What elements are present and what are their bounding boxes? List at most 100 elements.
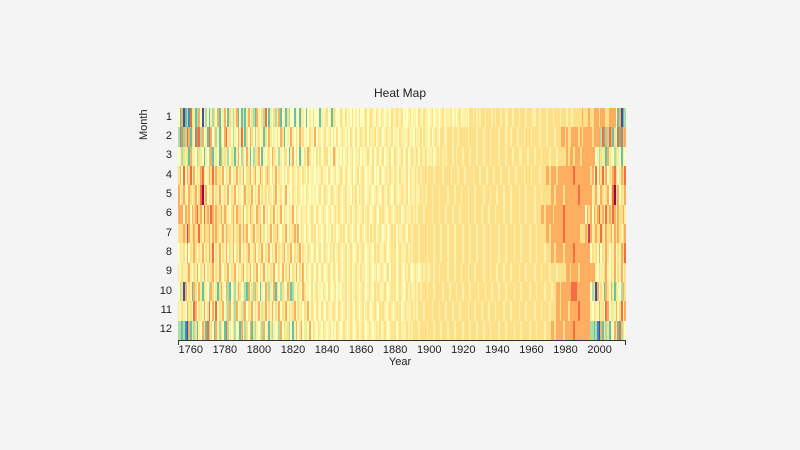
heatmap-cell bbox=[593, 127, 596, 148]
heatmap-cell bbox=[370, 224, 373, 244]
heatmap-cell bbox=[421, 166, 424, 186]
heatmap-cell bbox=[457, 262, 460, 283]
heatmap-cell bbox=[196, 224, 199, 244]
heatmap-cell bbox=[508, 108, 511, 128]
heatmap-cell bbox=[346, 185, 349, 206]
heatmap-cell bbox=[407, 127, 410, 148]
heatmap-cell bbox=[334, 320, 337, 341]
heatmap-cell bbox=[620, 108, 623, 128]
heatmap-cell bbox=[491, 224, 494, 244]
heatmap-cell bbox=[596, 185, 599, 206]
heatmap-cell bbox=[579, 146, 582, 167]
heatmap-cell bbox=[447, 146, 449, 167]
heatmap-cell bbox=[453, 301, 456, 322]
heatmap-cell bbox=[532, 282, 534, 302]
heatmap-cell bbox=[477, 108, 480, 128]
heatmap-cell bbox=[513, 204, 516, 225]
heatmap-cell bbox=[576, 108, 579, 128]
heatmap-cell bbox=[479, 224, 482, 244]
heatmap-cell bbox=[528, 282, 531, 302]
heatmap-cell bbox=[276, 146, 279, 167]
heatmap-cell bbox=[484, 127, 487, 148]
heatmap-cell bbox=[229, 127, 231, 148]
heatmap-cell bbox=[334, 185, 337, 206]
heatmap-cell bbox=[346, 282, 349, 302]
heatmap-cell bbox=[232, 108, 235, 128]
heatmap-cell bbox=[571, 301, 574, 322]
heatmap-cell bbox=[479, 282, 482, 302]
heatmap-cell bbox=[343, 320, 345, 341]
heatmap-cell bbox=[223, 166, 226, 186]
heatmap-cell bbox=[409, 108, 412, 128]
heatmap-cell bbox=[241, 262, 243, 283]
heatmap-cell bbox=[569, 166, 572, 186]
heatmap-cell bbox=[275, 127, 277, 148]
heatmap-cell bbox=[501, 185, 504, 206]
heatmap-cell bbox=[203, 282, 206, 302]
heatmap-cell bbox=[394, 301, 396, 322]
heatmap-cell bbox=[545, 243, 548, 264]
heatmap-cell bbox=[459, 320, 461, 341]
heatmap-cell bbox=[280, 185, 282, 206]
heatmap-cell bbox=[324, 146, 327, 167]
heatmap-cell bbox=[583, 185, 586, 206]
heatmap-cell bbox=[436, 185, 439, 206]
heatmap-cell bbox=[307, 282, 310, 302]
heatmap-cell bbox=[200, 243, 202, 264]
heatmap-cell bbox=[266, 224, 269, 244]
heatmap-cell bbox=[179, 282, 182, 302]
heatmap-cell bbox=[401, 127, 403, 148]
heatmap-cell bbox=[549, 127, 551, 148]
heatmap-cell bbox=[203, 243, 206, 264]
heatmap-cell bbox=[280, 166, 282, 186]
heatmap-cell bbox=[241, 224, 243, 244]
heatmap-cell bbox=[421, 204, 424, 225]
heatmap-cell bbox=[459, 282, 461, 302]
heatmap-cell bbox=[564, 262, 567, 283]
heatmap-cell bbox=[622, 166, 625, 186]
heatmap-cell bbox=[532, 204, 534, 225]
heatmap-cell bbox=[550, 108, 553, 128]
heatmap-cell bbox=[331, 166, 333, 186]
heatmap-cell bbox=[453, 204, 456, 225]
heatmap-cell bbox=[448, 185, 451, 206]
heatmap-cell bbox=[338, 166, 340, 186]
heatmap-cell bbox=[378, 224, 381, 244]
heatmap-cell bbox=[515, 185, 517, 206]
heatmap-cell bbox=[389, 146, 391, 167]
heatmap-cell bbox=[225, 320, 228, 341]
heatmap-cell bbox=[215, 127, 218, 148]
heatmap-cell bbox=[515, 262, 517, 283]
heatmap-cell bbox=[578, 204, 580, 225]
heatmap-cell bbox=[389, 108, 391, 128]
heatmap-cell bbox=[562, 166, 565, 186]
heatmap-cell bbox=[428, 108, 431, 128]
heatmap-cell bbox=[315, 224, 318, 244]
heatmap-cell bbox=[554, 204, 557, 225]
heatmap-cell bbox=[622, 108, 625, 128]
heatmap-cell bbox=[338, 204, 340, 225]
heatmap-cell bbox=[206, 185, 209, 206]
heatmap-cell bbox=[235, 108, 238, 128]
heatmap-cell bbox=[264, 108, 267, 128]
heatmap-cell bbox=[234, 301, 236, 322]
heatmap-cell bbox=[579, 224, 582, 244]
heatmap-cell bbox=[380, 262, 383, 283]
heatmap-cell bbox=[317, 224, 320, 244]
heatmap-cell bbox=[404, 146, 407, 167]
heatmap-cell bbox=[232, 185, 235, 206]
heatmap-cell bbox=[607, 166, 609, 186]
heatmap-cell bbox=[213, 185, 216, 206]
heatmap-cell bbox=[573, 243, 575, 264]
heatmap-cell bbox=[423, 301, 425, 322]
heatmap-cell bbox=[310, 204, 313, 225]
heatmap-cell bbox=[518, 301, 521, 322]
heatmap-cell bbox=[252, 243, 255, 264]
heatmap-cell bbox=[498, 243, 500, 264]
heatmap-cell bbox=[610, 146, 613, 167]
heatmap-cell bbox=[179, 204, 182, 225]
heatmap-cell bbox=[293, 108, 296, 128]
heatmap-cell bbox=[426, 224, 429, 244]
heatmap-cell bbox=[213, 262, 216, 283]
heatmap-cell bbox=[358, 185, 361, 206]
